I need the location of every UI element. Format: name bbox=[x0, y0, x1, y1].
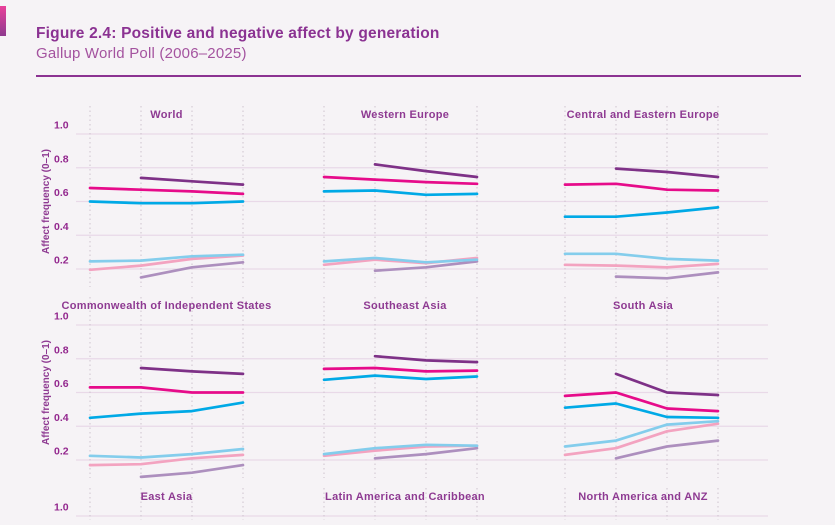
southeast-asia-positive-dark-purple bbox=[373, 354, 479, 364]
south-asia-positive-cyan bbox=[563, 402, 720, 420]
y-tick-label: 0.2 bbox=[54, 255, 69, 267]
y-axis-label: Affect frequency (0–1) bbox=[41, 149, 52, 254]
western-europe-negative-light-mauve bbox=[373, 260, 479, 273]
y-tick-label: 1.0 bbox=[54, 502, 69, 514]
header-rule bbox=[36, 75, 801, 77]
southeast-asia-negative-light-mauve bbox=[373, 446, 479, 460]
commonwealth-of-independent-states-negative-light-cyan bbox=[88, 447, 245, 459]
panel-title: Commonwealth of Independent States bbox=[61, 300, 271, 312]
y-tick-label: 1.0 bbox=[54, 311, 69, 323]
panel-title: Latin America and Caribbean bbox=[325, 491, 485, 503]
world-positive-magenta bbox=[88, 186, 245, 196]
south-asia-negative-light-mauve bbox=[614, 439, 720, 460]
world-positive-cyan bbox=[88, 200, 245, 205]
y-tick-label: 0.4 bbox=[54, 412, 69, 424]
panel-title: South Asia bbox=[613, 300, 674, 312]
central-and-eastern-europe-negative-light-mauve bbox=[614, 271, 720, 280]
y-tick-label: 0.2 bbox=[54, 446, 69, 458]
central-and-eastern-europe-positive-dark-purple bbox=[614, 167, 720, 179]
south-asia-negative-light-pink bbox=[563, 422, 720, 457]
western-europe-positive-magenta bbox=[322, 175, 479, 186]
southeast-asia-positive-magenta bbox=[322, 366, 479, 373]
y-tick-label: 1.0 bbox=[54, 120, 69, 132]
decorative-corner-bar bbox=[0, 6, 6, 36]
commonwealth-of-independent-states-positive-dark-purple bbox=[139, 366, 245, 376]
commonwealth-of-independent-states-positive-magenta bbox=[88, 386, 245, 394]
south-asia-negative-light-cyan bbox=[563, 419, 720, 448]
south-asia-positive-magenta bbox=[563, 391, 720, 413]
y-tick-label: 0.6 bbox=[54, 378, 69, 390]
central-and-eastern-europe-negative-light-pink bbox=[563, 262, 720, 269]
commonwealth-of-independent-states-positive-cyan bbox=[88, 401, 245, 420]
y-tick-label: 0.6 bbox=[54, 187, 69, 199]
y-tick-label: 0.8 bbox=[54, 344, 69, 356]
panel-title: North America and ANZ bbox=[578, 491, 708, 503]
y-tick-label: 0.4 bbox=[54, 221, 69, 233]
south-asia-positive-dark-purple bbox=[614, 372, 720, 397]
figure-title: Figure 2.4: Positive and negative affect… bbox=[36, 25, 440, 42]
y-axis-label: Affect frequency (0–1) bbox=[41, 340, 52, 445]
world-negative-light-cyan bbox=[88, 253, 245, 263]
panel-title: Central and Eastern Europe bbox=[567, 109, 720, 121]
panel-title: World bbox=[150, 109, 182, 121]
world-positive-dark-purple bbox=[139, 176, 245, 186]
commonwealth-of-independent-states-negative-light-pink bbox=[88, 453, 245, 467]
world-negative-light-mauve bbox=[139, 260, 245, 279]
panel-title: East Asia bbox=[141, 491, 193, 503]
y-tick-label: 0.8 bbox=[54, 153, 69, 165]
southeast-asia-positive-cyan bbox=[322, 374, 479, 382]
western-europe-positive-cyan bbox=[322, 189, 479, 197]
western-europe-negative-light-cyan bbox=[322, 256, 479, 264]
panel-title: Western Europe bbox=[361, 109, 449, 121]
figure-subtitle: Gallup World Poll (2006–2025) bbox=[36, 45, 247, 62]
commonwealth-of-independent-states-negative-light-mauve bbox=[139, 463, 245, 479]
panel-title: Southeast Asia bbox=[363, 300, 447, 312]
southeast-asia-negative-light-cyan bbox=[322, 443, 479, 456]
central-and-eastern-europe-positive-cyan bbox=[563, 206, 720, 219]
central-and-eastern-europe-positive-magenta bbox=[563, 182, 720, 192]
world-negative-light-pink bbox=[88, 254, 245, 272]
central-and-eastern-europe-negative-light-cyan bbox=[563, 252, 720, 262]
figure-header: Figure 2.4: Positive and negative affect… bbox=[36, 24, 801, 77]
western-europe-positive-dark-purple bbox=[373, 163, 479, 179]
